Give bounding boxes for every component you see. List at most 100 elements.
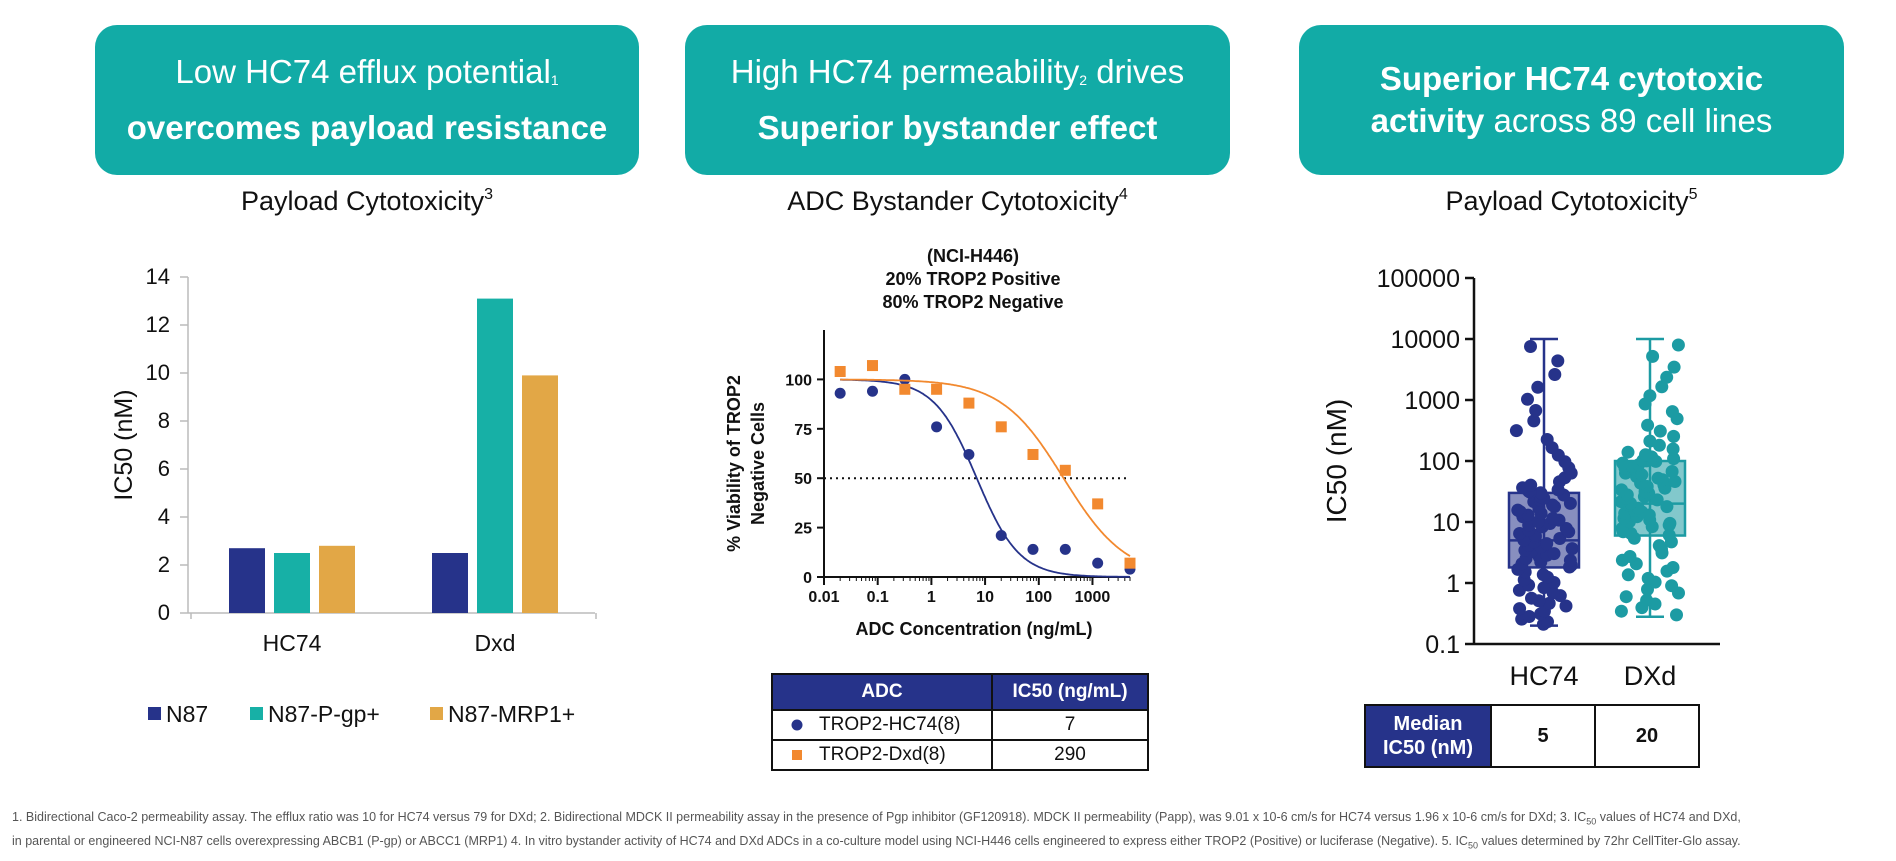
data-point: [1670, 608, 1683, 622]
data-point: [1650, 493, 1664, 507]
data-point: [1532, 550, 1546, 564]
data-point: [1667, 429, 1681, 443]
legend-swatch: [250, 707, 263, 720]
data-point: [1516, 510, 1530, 524]
y-tick-label: 10: [146, 360, 170, 385]
y-tick-label: 50: [794, 471, 812, 488]
panel-title-text: Payload Cytotoxicity: [240, 186, 485, 216]
data-point: [1643, 513, 1657, 527]
data-point: [1534, 486, 1547, 500]
data-point: [1553, 532, 1567, 545]
data-point: [1652, 539, 1666, 553]
box-hc74: [1507, 491, 1581, 569]
data-point: [1627, 503, 1641, 517]
x-axis-label: ADC Concentration (ng/mL): [856, 619, 1093, 639]
data-point: [1648, 597, 1662, 611]
data-point: [1534, 555, 1548, 569]
panel-title-bystander: ADC Bystander Cytotoxicity4: [685, 186, 1230, 217]
data-point: [1645, 520, 1659, 534]
data-point: [1537, 604, 1551, 618]
data-point: [1092, 557, 1104, 569]
banner-permeability-tail: drives: [1087, 53, 1185, 90]
data-point: [1124, 557, 1136, 569]
data-point: [1642, 486, 1656, 500]
data-point: [1523, 485, 1537, 499]
data-point: [1541, 615, 1554, 629]
data-point: [1537, 581, 1551, 595]
chart-subtitle: 20% TROP2 Positive: [885, 269, 1060, 289]
data-point: [1640, 593, 1654, 607]
data-point: [1666, 561, 1680, 574]
data-point: [1027, 543, 1039, 555]
data-point: [1059, 543, 1071, 555]
data-point: [1522, 518, 1536, 532]
y-tick-label: 0.1: [1425, 631, 1460, 659]
data-point: [1639, 448, 1652, 462]
x-tick-label: 10: [976, 589, 994, 606]
data-point: [1660, 500, 1674, 514]
data-point: [1657, 478, 1671, 492]
chart-subtitle: (NCI-H446): [927, 246, 1019, 266]
chart-subtitle: 80% TROP2 Negative: [882, 292, 1063, 312]
median-label-line2: IC50 (nM): [1383, 737, 1473, 759]
banner-efflux: Low HC74 efflux potential1 overcomes pay…: [95, 25, 639, 175]
data-point: [1532, 501, 1546, 515]
y-tick-label: 6: [158, 456, 170, 481]
y-tick-label: 100: [785, 372, 812, 389]
data-point: [1518, 565, 1532, 579]
data-point: [1546, 498, 1559, 512]
y-tick-label: 12: [146, 312, 170, 337]
data-point: [1551, 483, 1565, 497]
y-axis-label: Negative Cells: [748, 402, 768, 525]
data-point: [1535, 520, 1549, 534]
data-point: [1655, 380, 1669, 394]
data-point: [1522, 610, 1536, 623]
data-point: [1635, 505, 1649, 519]
banner-cytotoxic-tail: across 89 cell lines: [1484, 102, 1773, 139]
legend-swatch: [430, 707, 443, 720]
data-point: [1615, 553, 1629, 567]
legend-swatch: [148, 707, 161, 720]
y-tick-label: 10: [1432, 509, 1460, 537]
box-dxd: [1613, 459, 1687, 537]
footnote-ref-2: 2: [1079, 72, 1088, 88]
data-point: [1668, 475, 1682, 488]
data-point: [1522, 538, 1535, 552]
data-point: [1546, 586, 1560, 600]
median-label-line1: Median: [1393, 713, 1463, 735]
fit-curve-trop2-dxd-8-: [840, 378, 1131, 557]
data-point: [995, 421, 1007, 433]
table-row: TROP2-Dxd(8) 290: [771, 739, 1149, 771]
data-point: [1546, 511, 1560, 525]
panel-title-payload-1: Payload Cytotoxicity3: [95, 186, 639, 217]
table-cell-ic50: 290: [991, 739, 1149, 771]
banner-permeability: High HC74 permeability2 drives Superior …: [685, 25, 1230, 175]
data-point: [1522, 578, 1536, 592]
median-value-dxd: 20: [1594, 704, 1700, 768]
data-point: [1563, 553, 1577, 567]
data-point: [1519, 552, 1533, 566]
footnote-ref-5: 5: [1688, 186, 1698, 203]
table-row: TROP2-HC74(8) 7: [771, 709, 1149, 741]
footnote-sub: 50: [1586, 816, 1597, 827]
data-point: [1624, 526, 1638, 540]
x-tick-label: DXd: [1624, 661, 1677, 691]
data-point: [995, 530, 1007, 542]
banner-cytotoxic: Superior HC74 cytotoxic activity across …: [1299, 25, 1844, 175]
data-point: [1665, 405, 1679, 419]
x-tick-label: 0.1: [867, 589, 889, 606]
data-point: [866, 385, 878, 397]
data-point: [1534, 490, 1547, 504]
data-point: [1532, 594, 1546, 608]
data-point: [1614, 495, 1628, 509]
y-tick-label: 100000: [1377, 265, 1460, 293]
data-point: [1624, 496, 1637, 510]
y-tick-label: 100: [1418, 448, 1460, 476]
median-value-hc74: 5: [1490, 704, 1596, 768]
data-point: [1643, 434, 1657, 448]
data-point: [1543, 517, 1557, 530]
data-point: [1541, 570, 1554, 584]
footnote-text: values determined by 72hr CellTiter-Glo …: [1477, 833, 1741, 848]
data-point: [1648, 575, 1662, 589]
data-point: [1511, 562, 1525, 576]
